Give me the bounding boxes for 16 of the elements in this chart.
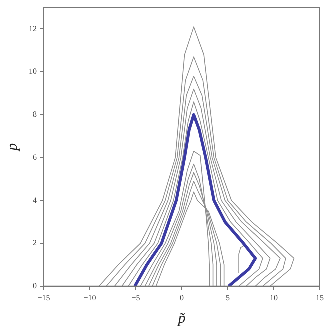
x-tick-label: 10: [270, 293, 278, 302]
y-tick-label: 0: [33, 281, 37, 290]
y-tick-label: 6: [33, 152, 37, 162]
x-tick-label: 0: [180, 293, 184, 302]
y-tick-label: 8: [33, 110, 37, 120]
y-tick-label: 4: [33, 196, 37, 205]
x-tick-label: 15: [316, 293, 324, 302]
y-tick-label: 10: [29, 67, 37, 76]
y-axis-title: p: [4, 142, 21, 152]
y-tick-label: 2: [33, 238, 37, 248]
x-tick-label: 5: [226, 293, 230, 302]
x-tick-label: −15: [38, 293, 50, 302]
x-axis-title: p̃: [177, 310, 186, 327]
y-tick-label: 12: [29, 24, 37, 34]
x-tick-label: −5: [132, 293, 140, 302]
x-tick-label: −10: [84, 293, 96, 302]
